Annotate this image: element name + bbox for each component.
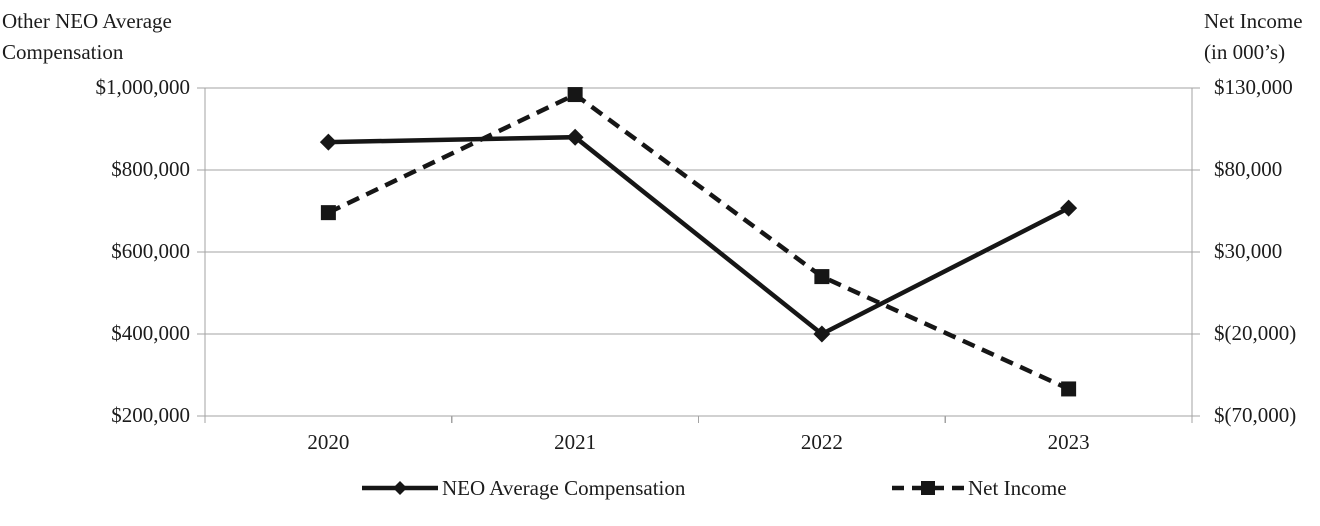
- left-axis-title-line1: Other NEO Average: [2, 9, 172, 33]
- right-axis-title-line2: (in 000’s): [1204, 40, 1286, 64]
- legend-label: NEO Average Compensation: [442, 475, 686, 500]
- left-axis-title: Other NEO Average Compensation: [2, 6, 172, 68]
- y-axis-right-tick-label: $130,000: [1214, 75, 1293, 99]
- series-line-solid: [328, 134, 1070, 337]
- series-line-dashed: [327, 91, 1070, 391]
- solid-line-diamond-marker-icon: [362, 481, 438, 495]
- right-axis-title: Net Income (in 000’s): [1204, 6, 1303, 68]
- diamond-marker: [319, 133, 337, 151]
- y-axis-left-tick-label: $400,000: [111, 321, 190, 345]
- y-axis-right-tick-label: $30,000: [1214, 239, 1283, 263]
- x-axis-category-label: 2023: [1047, 430, 1090, 454]
- x-axis-category-label: 2020: [307, 430, 350, 454]
- y-axis-right-tick-label: $(20,000): [1214, 321, 1297, 345]
- square-marker: [320, 205, 336, 221]
- legend-item-neo-average-compensation: NEO Average Compensation: [361, 474, 685, 502]
- y-axis-right-tick-label: $80,000: [1214, 157, 1283, 181]
- diamond-marker: [813, 325, 831, 343]
- y-axis-right-tick-label: $(70,000): [1214, 403, 1297, 427]
- diamond-marker: [1060, 199, 1078, 217]
- legend: NEO Average Compensation Net Income: [0, 474, 1320, 504]
- y-axis-left-tick-label: $600,000: [111, 239, 190, 263]
- y-axis-left-tick-label: $800,000: [111, 157, 190, 181]
- x-axis-category-label: 2022: [800, 430, 843, 454]
- square-marker: [814, 269, 830, 285]
- diamond-marker: [566, 128, 584, 146]
- legend-label: Net Income: [968, 475, 1067, 500]
- dashed-line-square-marker-icon: [892, 481, 964, 495]
- x-axis-category-label: 2021: [554, 430, 597, 454]
- y-axis-left-tick-label: $1,000,000: [95, 75, 191, 99]
- square-marker: [1061, 381, 1077, 397]
- left-axis-title-line2: Compensation: [2, 40, 124, 64]
- legend-item-net-income: Net Income: [891, 474, 1067, 502]
- y-axis-left-tick-label: $200,000: [111, 403, 190, 427]
- square-marker: [567, 87, 583, 103]
- right-axis-title-line1: Net Income: [1204, 9, 1303, 33]
